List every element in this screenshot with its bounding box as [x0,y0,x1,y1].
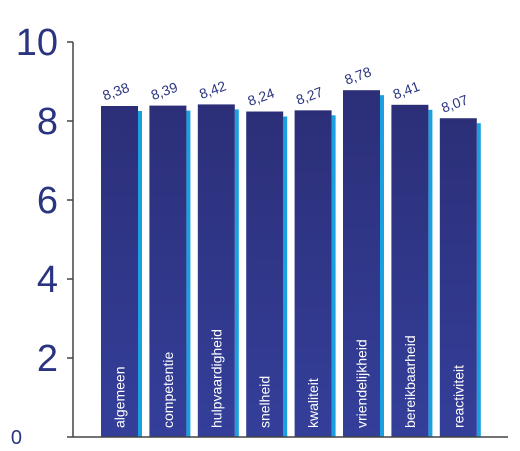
category-labels: algemeen competentie hulpvaardigheid snelhe… [112,329,467,428]
y-tick-label: 8 [37,101,58,143]
bar-shadow [138,110,142,438]
category-label: competentie [160,352,176,428]
value-label: 8,27 [294,83,325,107]
category-label: bereikbaarheid [402,335,418,428]
bar-shadow [283,116,288,438]
value-label: 8,24 [245,85,276,109]
bar-reactiviteit [439,118,477,438]
bar-algemeen [101,105,138,438]
y-tick-label: 2 [37,338,58,380]
bar-kwaliteit [294,110,332,438]
value-label: 8,38 [100,79,131,103]
value-label: 8,42 [197,77,228,101]
bar-shadow [234,109,239,437]
category-label: snelheid [257,376,273,428]
y-tick-label: 0 [11,427,22,449]
category-label: algemeen [112,367,128,429]
category-label: reactiviteit [450,365,466,428]
bar-shadow [380,95,384,437]
bar-shadow [331,115,336,438]
bar-hulpvaardigheid [197,104,235,437]
category-label: vriendelijkheid [354,339,370,428]
bar-bereikbaarheid [391,104,429,438]
value-label: 8,78 [342,63,373,87]
y-tick-label: 6 [37,180,58,222]
bar-snelheid [246,111,284,438]
category-label: hulpvaardigheid [208,329,224,428]
bar-shadow [428,109,433,438]
value-label: 8,07 [439,91,470,115]
value-label: 8,39 [149,79,180,103]
bars-group [101,90,481,438]
y-axis: 0 2 4 6 8 10 [11,22,73,449]
bar-vriendelijkheid [343,90,380,437]
bar-shadow [476,123,481,438]
bar-shadow [186,110,191,437]
value-label: 8,41 [391,78,422,102]
y-tick-label: 10 [16,22,58,64]
category-label: kwaliteit [305,378,321,428]
y-tick-label: 4 [37,259,58,301]
bar-competentie [149,105,187,437]
